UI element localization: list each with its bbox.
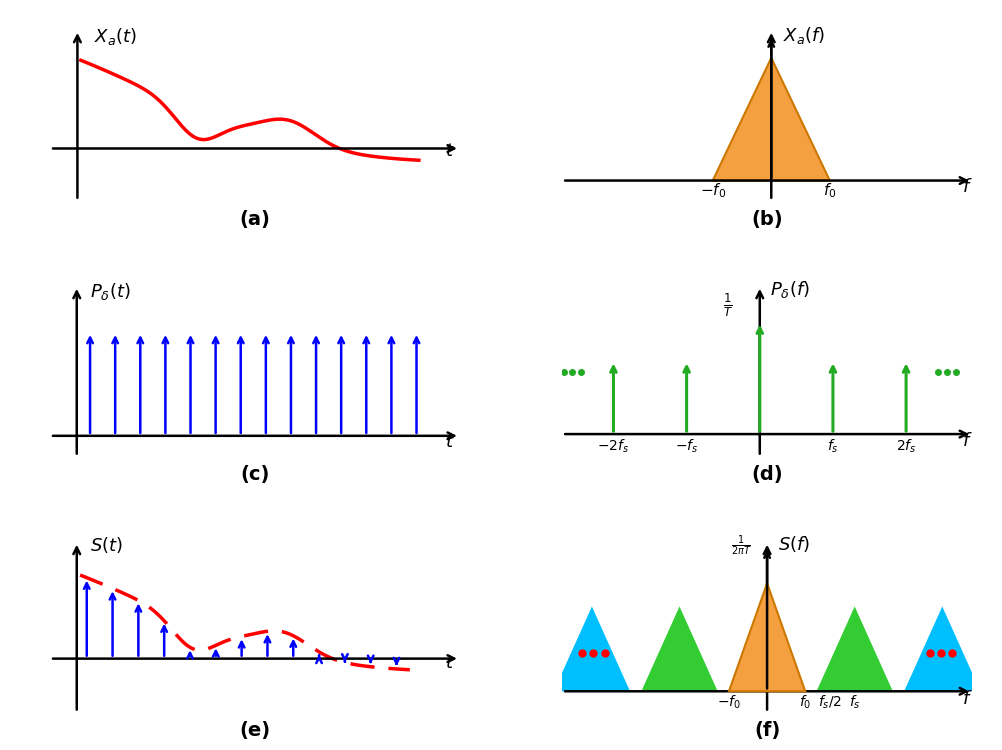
Text: $P_{\delta}(f)$: $P_{\delta}(f)$ [770, 279, 810, 300]
Polygon shape [728, 584, 806, 692]
Polygon shape [641, 607, 717, 692]
Text: $f_0$: $f_0$ [799, 694, 812, 711]
Text: $X_a(t)$: $X_a(t)$ [94, 26, 137, 47]
Polygon shape [712, 58, 830, 181]
Text: $f$: $f$ [962, 432, 973, 450]
Text: $2f_s$: $2f_s$ [896, 437, 917, 454]
Text: $f$: $f$ [962, 178, 972, 196]
Text: $-f_0$: $-f_0$ [717, 694, 740, 711]
Text: $\frac{1}{2\pi T}$: $\frac{1}{2\pi T}$ [731, 534, 752, 558]
Text: (a): (a) [239, 209, 271, 229]
Text: $S(f)$: $S(f)$ [779, 533, 811, 554]
Text: (e): (e) [239, 722, 271, 740]
Text: $\frac{1}{T}$: $\frac{1}{T}$ [722, 291, 732, 319]
Text: $f_s$: $f_s$ [849, 694, 861, 711]
Text: $t$: $t$ [445, 653, 455, 671]
Text: $f_0$: $f_0$ [823, 181, 837, 200]
Text: (d): (d) [752, 466, 783, 484]
Text: (f): (f) [754, 722, 781, 740]
Polygon shape [554, 607, 630, 692]
Text: $f$: $f$ [962, 690, 973, 708]
Polygon shape [817, 607, 893, 692]
Text: (b): (b) [752, 209, 783, 229]
Text: $t$: $t$ [445, 142, 454, 160]
Text: $-f_s$: $-f_s$ [675, 437, 698, 454]
Text: $t$: $t$ [445, 433, 455, 451]
Text: $f_s/2$: $f_s/2$ [818, 694, 842, 711]
Text: $-2f_s$: $-2f_s$ [597, 437, 629, 454]
Text: $S(t)$: $S(t)$ [90, 535, 123, 555]
Text: (c): (c) [240, 466, 270, 484]
Polygon shape [904, 607, 980, 692]
Text: $P_{\delta}(t)$: $P_{\delta}(t)$ [90, 281, 130, 302]
Text: $f_s$: $f_s$ [827, 437, 839, 454]
Text: $X_a(f)$: $X_a(f)$ [783, 26, 825, 46]
Text: $-f_0$: $-f_0$ [699, 181, 725, 200]
